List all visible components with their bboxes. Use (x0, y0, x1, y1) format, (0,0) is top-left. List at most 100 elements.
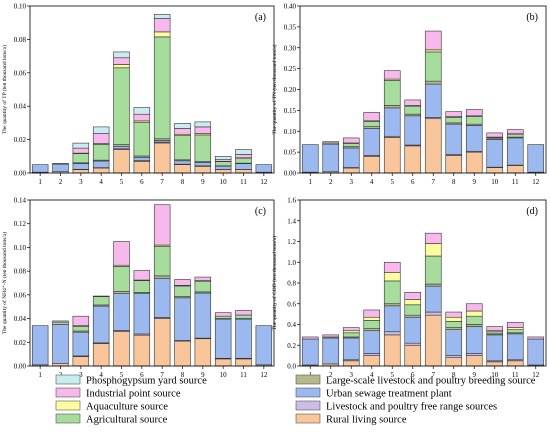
bar-segment (364, 122, 380, 127)
bar-segment (215, 316, 231, 318)
bar-segment (134, 108, 150, 115)
bar-segment (446, 330, 462, 356)
bar-segment (343, 328, 359, 331)
bar-segment (425, 31, 441, 50)
bar-segment (93, 161, 109, 168)
bar-segment (507, 138, 523, 165)
y-tick-label: 0.8 (287, 280, 296, 288)
bar-segment (215, 319, 231, 358)
bar-segment (73, 326, 89, 331)
bar-segment (236, 359, 252, 366)
bar-segment (528, 339, 544, 365)
bar-segment (364, 356, 380, 366)
legend-item-label: Large-scale livestock and poultry breedi… (326, 376, 536, 387)
legend-swatch (56, 388, 80, 397)
y-tick-label: 1.0 (287, 259, 296, 267)
bar-segment (507, 330, 523, 333)
x-tick-label: 7 (160, 178, 164, 186)
bar-segment (175, 165, 191, 173)
bar-segment (487, 335, 503, 361)
bar-segment (93, 297, 109, 305)
x-tick-label: 6 (411, 178, 415, 186)
bar-segment (32, 165, 48, 173)
bar-segment (195, 277, 211, 281)
y-tick-label: 0.35 (284, 23, 297, 31)
x-tick-label: 6 (140, 178, 144, 186)
bar-segment (364, 329, 380, 331)
y-tick-label: 0.15 (284, 107, 297, 115)
bar-segment (446, 155, 462, 173)
legend-swatch (296, 414, 320, 423)
bar-segment (175, 161, 191, 164)
bar-segment (114, 242, 130, 266)
legend-item-label: Urban sewage treatment plant (326, 389, 452, 400)
x-tick-label: 8 (452, 178, 456, 186)
x-tick-label: 7 (432, 178, 436, 186)
bar-segment (364, 354, 380, 356)
bar-segment (195, 162, 211, 165)
bar-segment (466, 125, 482, 151)
y-axis-label: The quantity of COD (ten thousand tons/a… (271, 236, 278, 331)
bar-segment (487, 140, 503, 168)
bar-segment (384, 273, 400, 281)
legend-swatch (296, 388, 320, 397)
panel-label: (a) (255, 12, 266, 23)
bar-segment (405, 317, 421, 343)
x-tick-label: 5 (391, 178, 395, 186)
y-tick-label: 0.02 (14, 136, 27, 144)
bar-segment (425, 119, 441, 173)
bar-segment (215, 162, 231, 166)
bar-segment (384, 335, 400, 366)
legend-swatch (296, 375, 320, 384)
bar-segment (343, 333, 359, 337)
bar-segment (343, 143, 359, 146)
bar-segment (405, 292, 421, 299)
bar-segment (53, 321, 69, 322)
x-tick-label: 12 (260, 178, 268, 186)
bar-segment (446, 117, 462, 122)
bar-segment (405, 116, 421, 145)
bar-segment (343, 338, 359, 360)
bar-segment (405, 345, 421, 366)
bar-segment (134, 294, 150, 334)
bar-segment (154, 37, 170, 139)
bar-segment (195, 166, 211, 173)
bar-segment (215, 170, 231, 173)
y-tick-label: 0.25 (284, 65, 297, 73)
bar-segment (302, 145, 318, 173)
y-tick-label: 0.2 (287, 342, 296, 350)
bar-segment (134, 335, 150, 366)
y-tick-label: 0.08 (14, 268, 27, 276)
y-tick-label: 0.00 (14, 363, 27, 371)
y-tick-label: 0.08 (14, 36, 27, 44)
bar-segment (134, 123, 150, 156)
bar-segment (236, 319, 252, 358)
plot-frame (30, 6, 274, 173)
x-tick-label: 1 (309, 178, 313, 186)
y-tick-label: 0.02 (14, 339, 27, 347)
x-tick-label: 10 (220, 371, 228, 379)
bar-segment (466, 304, 482, 311)
bar-segment (114, 150, 130, 173)
bar-segment (507, 361, 523, 366)
bar-segment (343, 361, 359, 366)
x-tick-label: 12 (260, 371, 268, 379)
bar-segment (466, 311, 482, 316)
bar-segment (487, 327, 503, 331)
bar-segment (466, 152, 482, 173)
bar-segment (364, 317, 380, 320)
bar-segment (446, 112, 462, 117)
x-tick-label: 1 (38, 178, 42, 186)
y-tick-label: 0.06 (14, 291, 27, 299)
bar-segment (134, 114, 150, 121)
y-tick-label: 1.6 (287, 197, 296, 205)
bar-segment (93, 134, 109, 144)
bar-segment (446, 356, 462, 358)
x-tick-label: 3 (350, 178, 354, 186)
y-axis-label: The quantity of TN (ten thousand tons/a) (271, 44, 278, 134)
bar-segment (364, 320, 380, 328)
chart-panel-4: 1234567891011120.00.20.40.60.81.01.21.41… (271, 197, 546, 380)
y-tick-label: 0.04 (14, 103, 27, 111)
x-tick-label: 9 (201, 178, 205, 186)
